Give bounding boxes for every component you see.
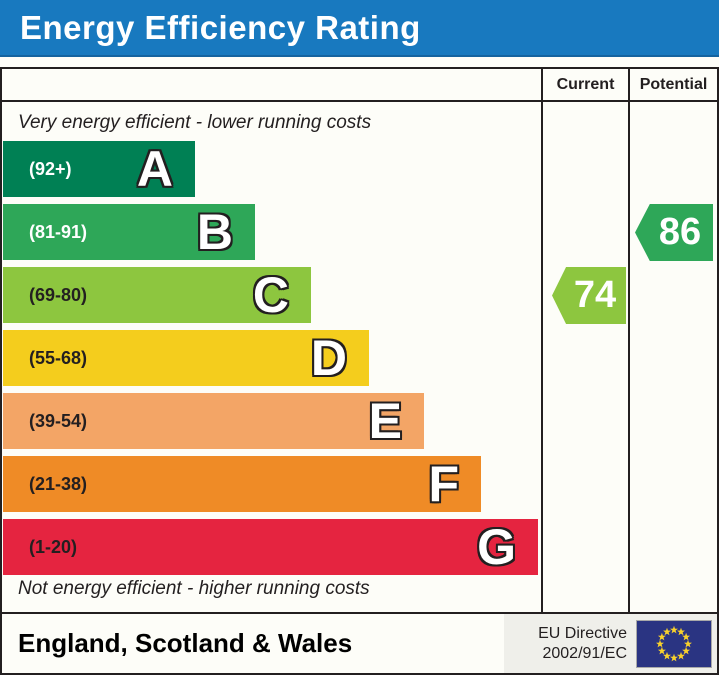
table-header: Current Potential	[2, 69, 717, 102]
band-row: (1-20) G	[3, 519, 541, 575]
band-range-label: (69-80)	[29, 284, 88, 305]
band-letter: D	[310, 330, 347, 386]
region-label: England, Scotland & Wales	[18, 628, 353, 658]
page-title: Energy Efficiency Rating	[20, 8, 421, 46]
band-range-label: (55-68)	[29, 347, 88, 368]
band-range-label: (92+)	[29, 158, 72, 179]
band-letter: G	[477, 519, 516, 575]
band-row: (69-80) C	[3, 267, 541, 323]
band-letter: E	[368, 393, 402, 449]
band-letter: B	[196, 204, 233, 260]
rating-table: Current Potential Very energy efficient …	[0, 67, 719, 675]
band-bar: (21-38) F	[3, 456, 481, 512]
eu-flag-icon	[636, 619, 712, 668]
band-bar: (81-91) B	[3, 204, 255, 260]
current-column: 74	[541, 102, 628, 612]
directive-panel: EU Directive 2002/91/EC	[504, 614, 717, 673]
bands-panel: Very energy efficient - lower running co…	[2, 102, 541, 612]
potential-value: 86	[658, 211, 702, 253]
band-bar: (55-68) D	[3, 330, 369, 386]
band-range-label: (1-20)	[29, 536, 78, 557]
band-range-label: (39-54)	[29, 410, 88, 431]
band-row: (92+) A	[3, 141, 541, 197]
caption-top: Very energy efficient - lower running co…	[18, 112, 372, 133]
band-row: (55-68) D	[3, 330, 541, 386]
band-bar: (39-54) E	[3, 393, 424, 449]
column-header-potential: Potential	[628, 69, 717, 100]
eu-directive-label: EU Directive 2002/91/EC	[538, 624, 627, 664]
potential-arrow: 86	[635, 204, 713, 261]
eu-directive-line1: EU Directive	[538, 624, 627, 642]
eu-flag-stars	[656, 625, 692, 661]
band-row: (21-38) F	[3, 456, 541, 512]
band-bar: (1-20) G	[3, 519, 538, 575]
column-header-current: Current	[541, 69, 628, 100]
potential-column: 86	[628, 102, 717, 612]
title-bar: Energy Efficiency Rating	[0, 0, 719, 57]
band-row: (81-91) B	[3, 204, 541, 260]
footer: England, Scotland & Wales EU Directive 2…	[2, 614, 717, 673]
current-value: 74	[573, 274, 617, 316]
header-spacer	[2, 69, 541, 100]
bands: (92+) A (81-91) B (69-80) C (55-68) D (3…	[3, 141, 541, 575]
caption-bottom: Not energy efficient - higher running co…	[18, 578, 370, 599]
band-row: (39-54) E	[3, 393, 541, 449]
chart-row: Very energy efficient - lower running co…	[2, 102, 717, 614]
band-letter: C	[252, 267, 289, 323]
band-range-label: (81-91)	[29, 221, 88, 242]
band-range-label: (21-38)	[29, 473, 88, 494]
band-bar: (69-80) C	[3, 267, 311, 323]
band-letter: F	[428, 456, 459, 512]
band-letter: A	[136, 141, 173, 197]
band-bar: (92+) A	[3, 141, 195, 197]
eu-directive-line2: 2002/91/EC	[542, 644, 627, 662]
current-arrow: 74	[552, 267, 626, 324]
